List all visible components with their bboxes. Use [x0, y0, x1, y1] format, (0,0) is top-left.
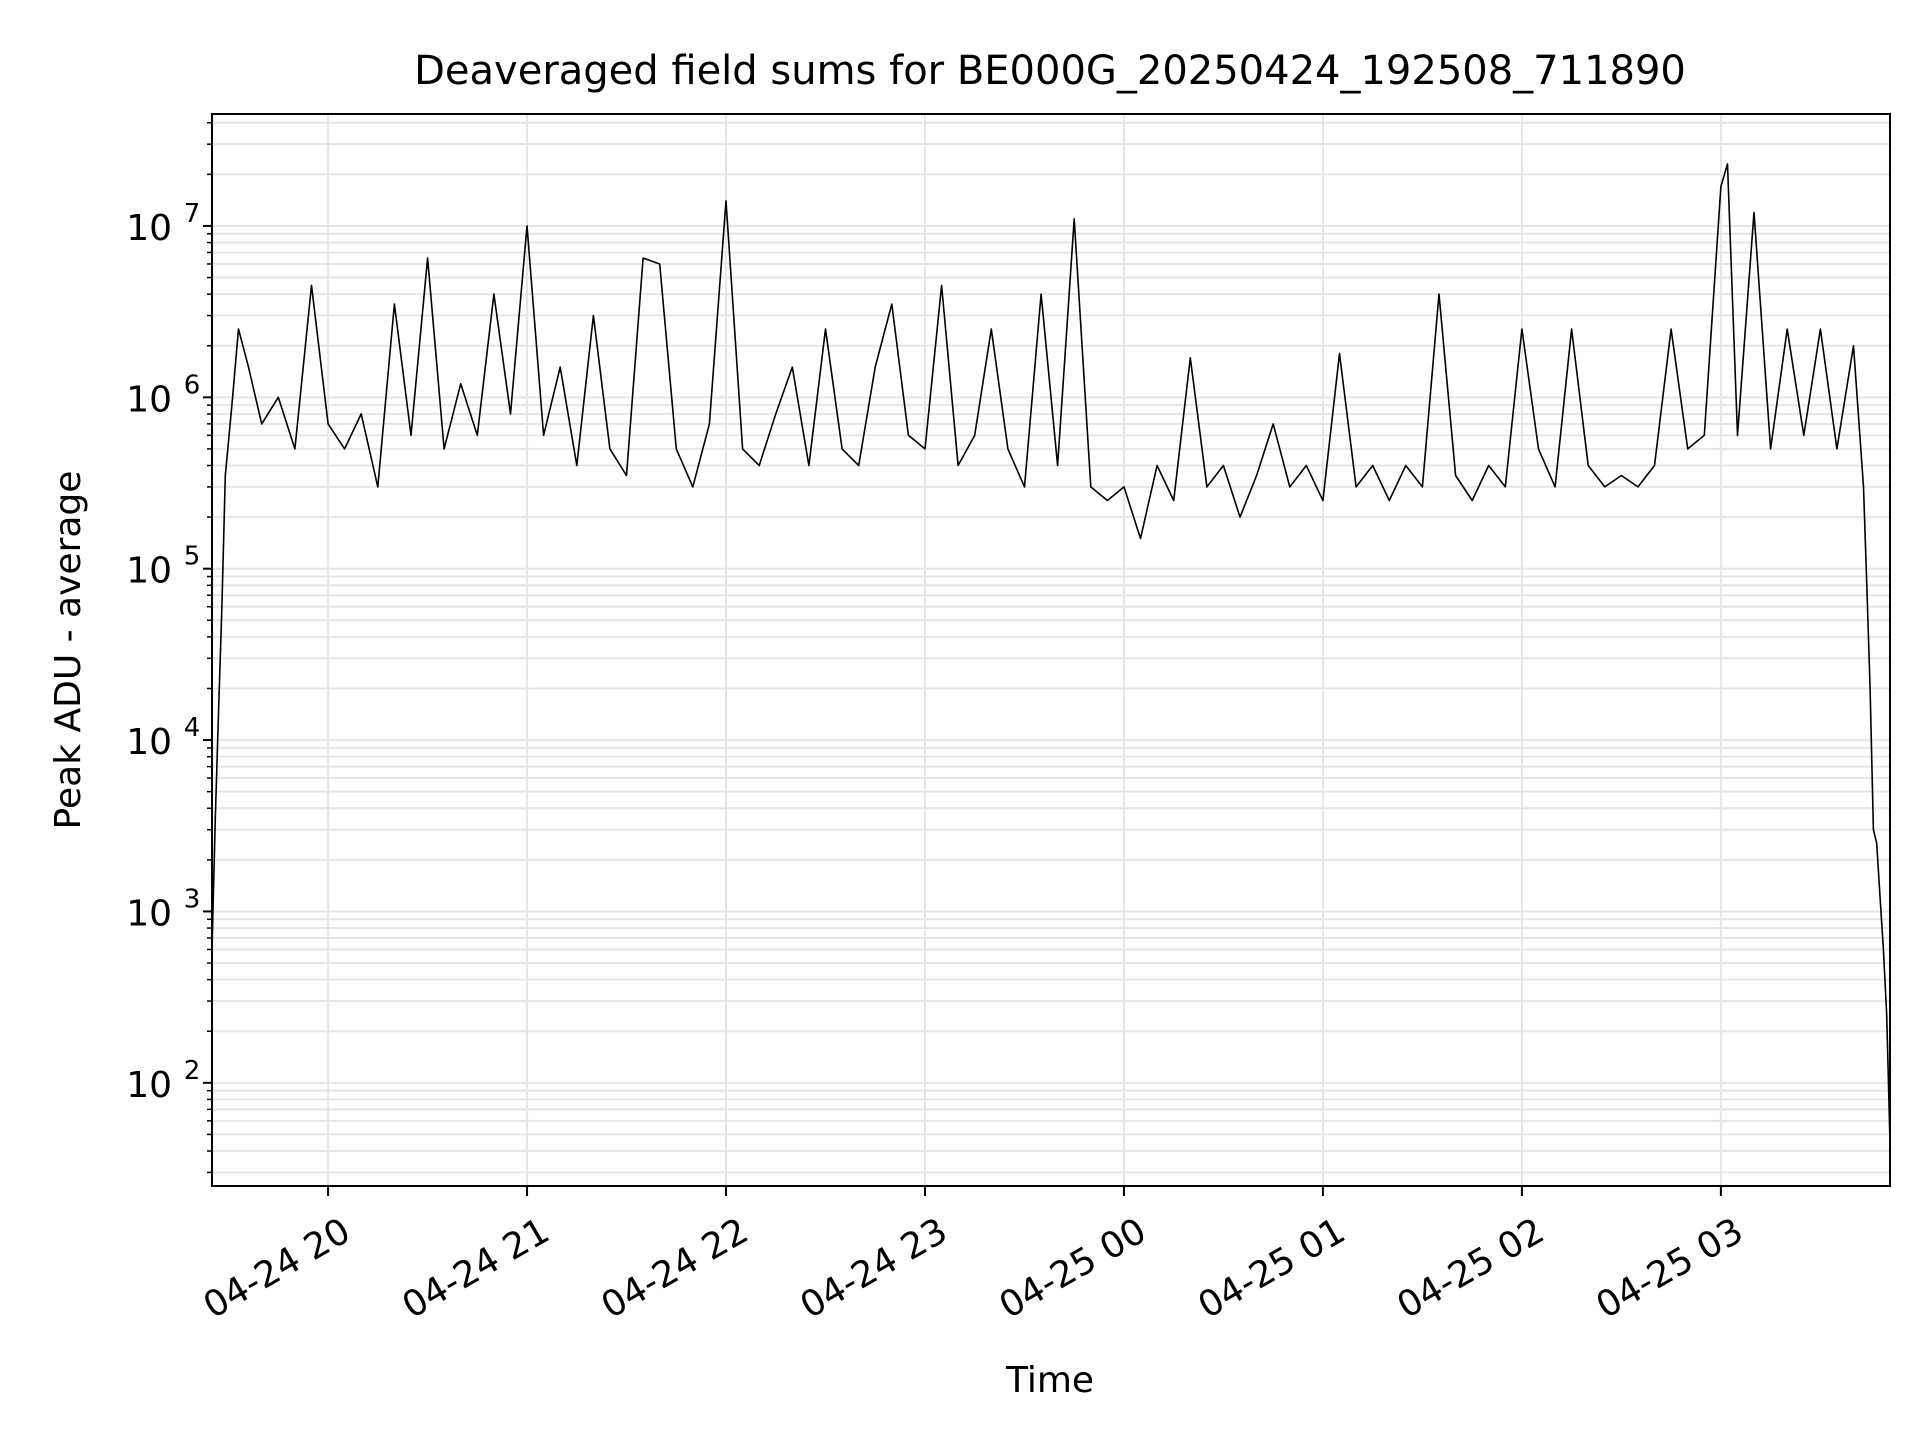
y-tick-label-base: 10: [126, 1065, 172, 1106]
y-axis: 10 2 10 3 10 4 10 5 10 6 10 7: [126, 122, 212, 1174]
y-tick-label-base: 10: [126, 551, 172, 592]
y-tick-label: 10: [126, 208, 172, 249]
series-line: [211, 163, 1891, 1143]
y-tick-label-exponent: 6: [184, 370, 201, 400]
y-tick-label-base: 10: [126, 893, 172, 934]
plot-frame: [211, 113, 1891, 1187]
y-tick-label-exponent: 4: [184, 713, 201, 743]
y-tick-label-base: 10: [126, 208, 172, 249]
data-layer: [211, 163, 1891, 1143]
y-tick-label: 10: [126, 893, 172, 934]
x-axis-label: Time: [1005, 1360, 1094, 1401]
y-tick-label: 10: [126, 1065, 172, 1106]
y-tick-label: 10: [126, 551, 172, 592]
y-tick-label-exponent: 7: [184, 199, 201, 229]
y-tick-label: 10: [126, 379, 172, 420]
y-tick-label-base: 10: [126, 722, 172, 763]
y-tick-label-base: 10: [126, 379, 172, 420]
grid-layer: [212, 114, 1890, 1186]
y-tick-label-exponent: 3: [184, 884, 201, 914]
y-tick-label: 10: [126, 722, 172, 763]
chart-title: Deaveraged field sums for BE000G_2025042…: [414, 48, 1686, 94]
y-axis-label: Peak ADU - average: [48, 471, 89, 830]
y-tick-label-exponent: 5: [184, 542, 201, 572]
y-tick-label-exponent: 2: [184, 1056, 201, 1086]
